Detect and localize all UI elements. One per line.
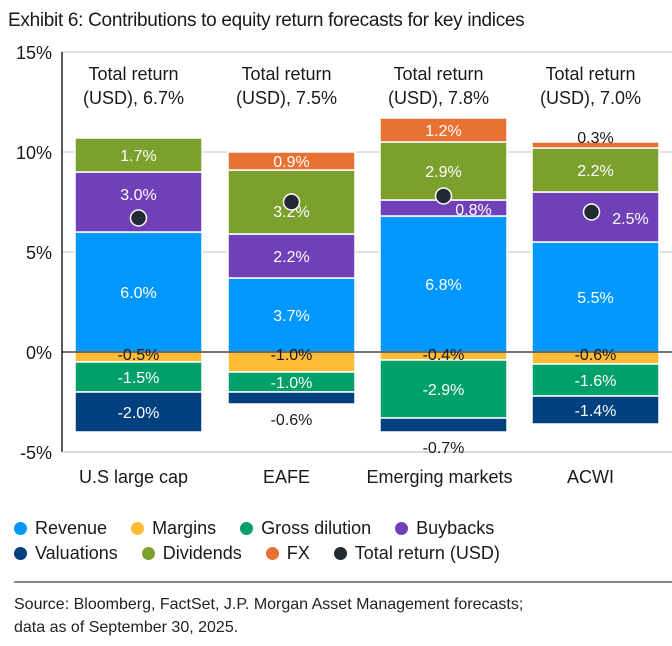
- legend-dot-icon: [240, 522, 254, 535]
- data-label: -1.4%: [575, 403, 617, 420]
- data-label: 0.8%: [455, 202, 491, 219]
- bar-segment-valuations: [531, 395, 660, 425]
- legend-label: FX: [286, 543, 310, 563]
- divider: [14, 581, 672, 583]
- data-label: -1.0%: [271, 375, 313, 392]
- data-label: 1.7%: [120, 148, 156, 165]
- x-category-label: EAFE: [263, 467, 310, 487]
- source-line-1: Source: Bloomberg, FactSet, J.P. Morgan …: [14, 596, 524, 613]
- data-label: -2.0%: [118, 405, 160, 422]
- data-label: 2.2%: [577, 163, 613, 180]
- bar-segment-fx: [531, 141, 660, 149]
- data-label: 3.0%: [120, 187, 156, 204]
- legend-item-buybacks: Buybacks: [395, 516, 494, 541]
- legend-row-1: Revenue Margins Gross dilution Buybacks: [14, 516, 524, 541]
- total-return-annotation: Total return: [88, 64, 178, 84]
- legend-dot-icon: [14, 547, 27, 560]
- legend-item-gross-dilution: Gross dilution: [240, 516, 371, 541]
- data-label: 0.9%: [273, 154, 309, 171]
- bar-segment-dividends: [74, 137, 203, 173]
- data-label: -2.9%: [423, 382, 465, 399]
- total-return-annotation: (USD), 7.8%: [388, 88, 489, 108]
- data-label: 6.8%: [425, 277, 461, 294]
- data-label: 2.9%: [425, 164, 461, 181]
- bar-segment-gross-dilution: [531, 363, 660, 397]
- data-label: -0.4%: [423, 347, 465, 364]
- y-tick-label: -5%: [20, 443, 52, 463]
- data-label: 5.5%: [577, 290, 613, 307]
- legend: Revenue Margins Gross dilution Buybacks …: [14, 516, 524, 566]
- y-tick-label: 10%: [16, 143, 52, 163]
- data-label: -1.6%: [575, 373, 617, 390]
- stacked-bar-chart: -5% 0% 5% 10% 15% 6.0% -0.5% -1.5% 3.0% -2.0% 1.7%…: [16, 43, 672, 487]
- bar-segment-valuations: [227, 391, 356, 405]
- legend-dot-icon: [14, 522, 27, 535]
- legend-dot-icon: [141, 547, 155, 560]
- bar-segment-valuations: [379, 417, 508, 433]
- data-label: -1.0%: [271, 347, 313, 364]
- data-label: 0.3%: [577, 130, 613, 147]
- bar-segment-dividends: [531, 147, 660, 193]
- data-label: -1.5%: [118, 370, 160, 387]
- legend-dot-icon: [131, 522, 145, 535]
- bar-segment-revenue: [227, 277, 356, 353]
- data-label: -0.5%: [118, 347, 160, 364]
- bar-segment-gross-dilution: [74, 361, 203, 393]
- data-label: 3.7%: [273, 308, 309, 325]
- legend-item-fx: FX: [265, 541, 310, 566]
- data-label: 3.2%: [273, 204, 309, 221]
- bar-segment-fx: [379, 117, 508, 143]
- data-label: -0.6%: [271, 412, 313, 429]
- legend-dot-icon: [265, 547, 279, 560]
- legend-label: Buybacks: [416, 518, 495, 538]
- bar-segment-fx: [227, 151, 356, 171]
- total-return-annotation: (USD), 7.5%: [236, 88, 337, 108]
- legend-label: Revenue: [35, 518, 108, 538]
- y-tick-label: 5%: [26, 243, 52, 263]
- bar-segment-buybacks: [227, 233, 356, 279]
- total-return-annotation: Total return: [241, 64, 331, 84]
- source-line-2: data as of September 30, 2025.: [14, 619, 239, 636]
- legend-item-valuations: Valuations: [14, 541, 118, 566]
- total-return-marker: [434, 187, 453, 205]
- legend-dot-icon: [333, 547, 347, 560]
- legend-label: Gross dilution: [261, 518, 372, 538]
- data-label: 6.0%: [120, 285, 156, 302]
- x-category-label: Emerging markets: [366, 467, 512, 487]
- legend-label: Valuations: [35, 543, 118, 563]
- bar-segment-valuations: [74, 391, 203, 433]
- total-return-marker: [582, 203, 601, 221]
- total-return-marker: [129, 209, 148, 227]
- legend-item-total-return: Total return (USD): [333, 541, 500, 566]
- legend-label: Dividends: [162, 543, 242, 563]
- data-label: -0.6%: [575, 347, 617, 364]
- bar-segment-revenue: [74, 231, 203, 353]
- source-note: Source: Bloomberg, FactSet, J.P. Morgan …: [14, 593, 523, 639]
- legend-row-2: Valuations Dividends FX Total return (US…: [14, 541, 524, 566]
- legend-item-revenue: Revenue: [14, 516, 107, 541]
- legend-label: Margins: [152, 518, 217, 538]
- bar-segment-revenue: [531, 241, 660, 353]
- bar-segment-gross-dilution: [379, 359, 508, 419]
- y-tick-label: 0%: [26, 343, 52, 363]
- data-label: -0.7%: [423, 440, 465, 457]
- data-label: 2.5%: [612, 211, 648, 228]
- total-return-marker: [282, 193, 301, 211]
- chart-title: Exhibit 6: Contributions to equity retur…: [8, 10, 525, 31]
- total-return-annotation: (USD), 6.7%: [83, 88, 184, 108]
- total-return-annotation: (USD), 7.0%: [540, 88, 641, 108]
- total-return-annotation: Total return: [545, 64, 635, 84]
- legend-item-margins: Margins: [131, 516, 216, 541]
- y-tick-label: 15%: [16, 43, 52, 63]
- data-label: 1.2%: [425, 123, 461, 140]
- total-return-annotation: Total return: [393, 64, 483, 84]
- x-category-label: ACWI: [567, 467, 614, 487]
- data-label: 2.2%: [273, 249, 309, 266]
- x-category-label: U.S large cap: [79, 467, 188, 487]
- legend-item-dividends: Dividends: [141, 541, 242, 566]
- bar-segment-revenue: [379, 215, 508, 353]
- legend-dot-icon: [395, 522, 409, 535]
- legend-label: Total return (USD): [354, 543, 500, 563]
